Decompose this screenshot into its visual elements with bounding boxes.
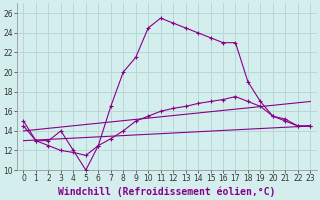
X-axis label: Windchill (Refroidissement éolien,°C): Windchill (Refroidissement éolien,°C) bbox=[58, 186, 276, 197]
